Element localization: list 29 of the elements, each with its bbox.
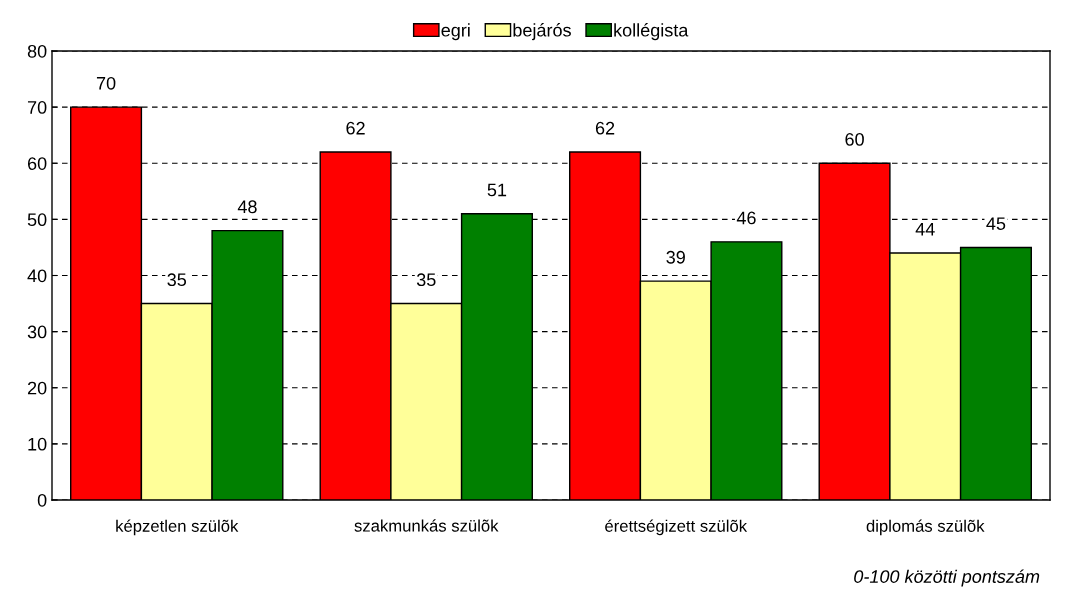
data-label: 62 (595, 121, 615, 135)
text: 0-100 közötti pontszám (854, 569, 1040, 587)
y-tick-label: 50 (27, 213, 47, 227)
data-label: 45 (986, 217, 1006, 230)
x-tick-label: érettségizett szülõk (605, 519, 748, 536)
y-tick-label: 80 (27, 44, 47, 58)
y-tick-label: 70 (27, 101, 47, 114)
data-label: 44 (915, 222, 935, 236)
y-tick-label: 0 (37, 493, 47, 507)
data-label: 70 (96, 76, 116, 90)
data-label: 39 (666, 250, 685, 264)
x-tick-label: képzetlen szülõk (116, 519, 239, 536)
legend-label: egri (441, 23, 470, 41)
legend-label: bejárós (513, 23, 571, 41)
y-tick-label: 40 (27, 269, 47, 283)
data-label: 35 (167, 273, 187, 287)
legend-label: kollégista (614, 23, 689, 41)
data-label: 62 (346, 121, 365, 135)
y-tick-label: 20 (27, 381, 47, 395)
data-label: 35 (416, 273, 436, 287)
data-label: 46 (736, 211, 756, 225)
data-label: 48 (237, 200, 257, 214)
y-tick-label: 60 (27, 157, 47, 170)
data-label: 51 (487, 183, 507, 197)
y-tick-label: 10 (28, 437, 47, 451)
data-label: 60 (845, 133, 864, 146)
y-tick-label: 30 (27, 325, 47, 339)
x-tick-label: diplomás szülõk (866, 519, 985, 536)
x-tick-label: szakmunkás szülõk (354, 519, 499, 532)
